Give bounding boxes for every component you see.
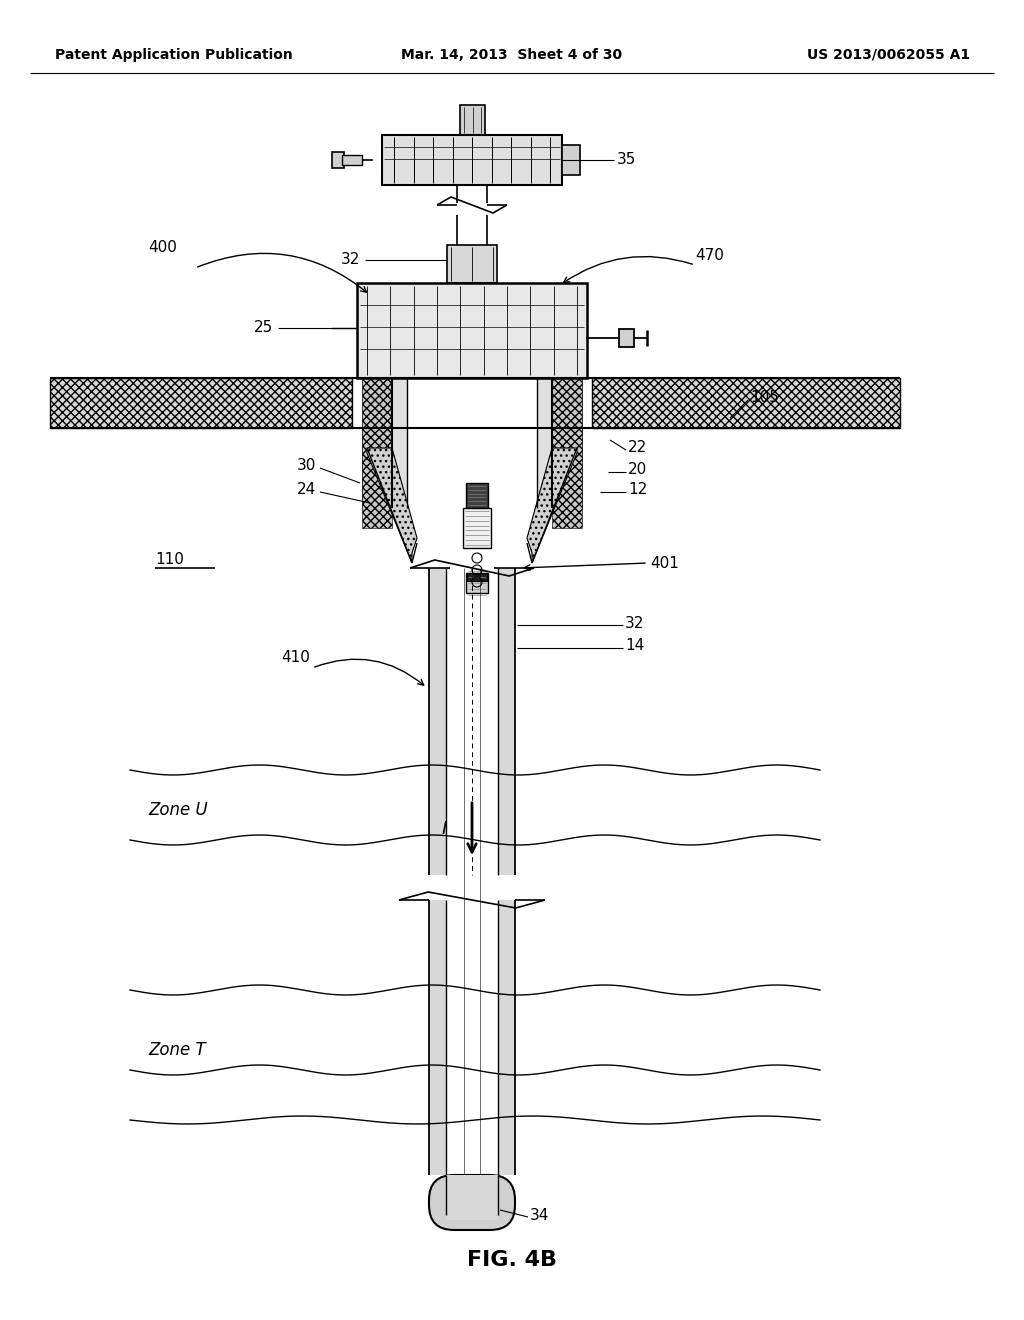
Polygon shape: [537, 378, 552, 508]
Text: 20: 20: [628, 462, 647, 478]
Text: $I$: $I$: [440, 820, 447, 838]
Text: FIG. 4B: FIG. 4B: [467, 1250, 557, 1270]
Polygon shape: [552, 378, 582, 508]
Text: Mar. 14, 2013  Sheet 4 of 30: Mar. 14, 2013 Sheet 4 of 30: [401, 48, 623, 62]
Polygon shape: [527, 447, 577, 564]
Text: US 2013/0062055 A1: US 2013/0062055 A1: [807, 48, 970, 62]
Bar: [460, 106, 485, 135]
Polygon shape: [392, 378, 407, 508]
Bar: [463, 508, 490, 548]
Text: 32: 32: [341, 252, 360, 268]
Text: 105: 105: [750, 391, 779, 405]
Text: 400: 400: [148, 240, 177, 256]
Bar: [382, 135, 562, 185]
Bar: [447, 246, 497, 282]
Polygon shape: [362, 378, 392, 508]
Polygon shape: [498, 900, 515, 1175]
FancyBboxPatch shape: [429, 1175, 515, 1230]
Text: Zone U: Zone U: [148, 801, 208, 818]
Polygon shape: [552, 428, 582, 528]
Text: Zone T: Zone T: [148, 1041, 206, 1059]
Text: 14: 14: [625, 639, 644, 653]
Text: 410: 410: [282, 651, 310, 665]
Bar: [357, 282, 587, 378]
Polygon shape: [50, 378, 352, 428]
Bar: [342, 154, 362, 165]
Text: 24: 24: [297, 483, 316, 498]
Polygon shape: [362, 428, 392, 528]
Text: 401: 401: [650, 556, 679, 570]
Text: 470: 470: [695, 248, 724, 263]
Polygon shape: [429, 568, 446, 875]
Text: 25: 25: [254, 321, 273, 335]
Polygon shape: [498, 568, 515, 875]
Text: 30: 30: [297, 458, 316, 474]
Bar: [332, 152, 344, 168]
Bar: [466, 483, 488, 508]
Text: 34: 34: [530, 1208, 549, 1222]
Bar: [466, 573, 488, 593]
Text: 12: 12: [628, 483, 647, 498]
Bar: [467, 573, 487, 581]
Text: 22: 22: [628, 441, 647, 455]
Polygon shape: [429, 900, 446, 1175]
Text: 35: 35: [617, 153, 636, 168]
Text: Patent Application Publication: Patent Application Publication: [55, 48, 293, 62]
Polygon shape: [592, 378, 900, 428]
Text: 110: 110: [155, 553, 184, 568]
Bar: [562, 145, 580, 176]
Text: 32: 32: [625, 615, 644, 631]
Bar: [618, 329, 634, 347]
Polygon shape: [446, 1175, 498, 1220]
Polygon shape: [367, 447, 417, 564]
